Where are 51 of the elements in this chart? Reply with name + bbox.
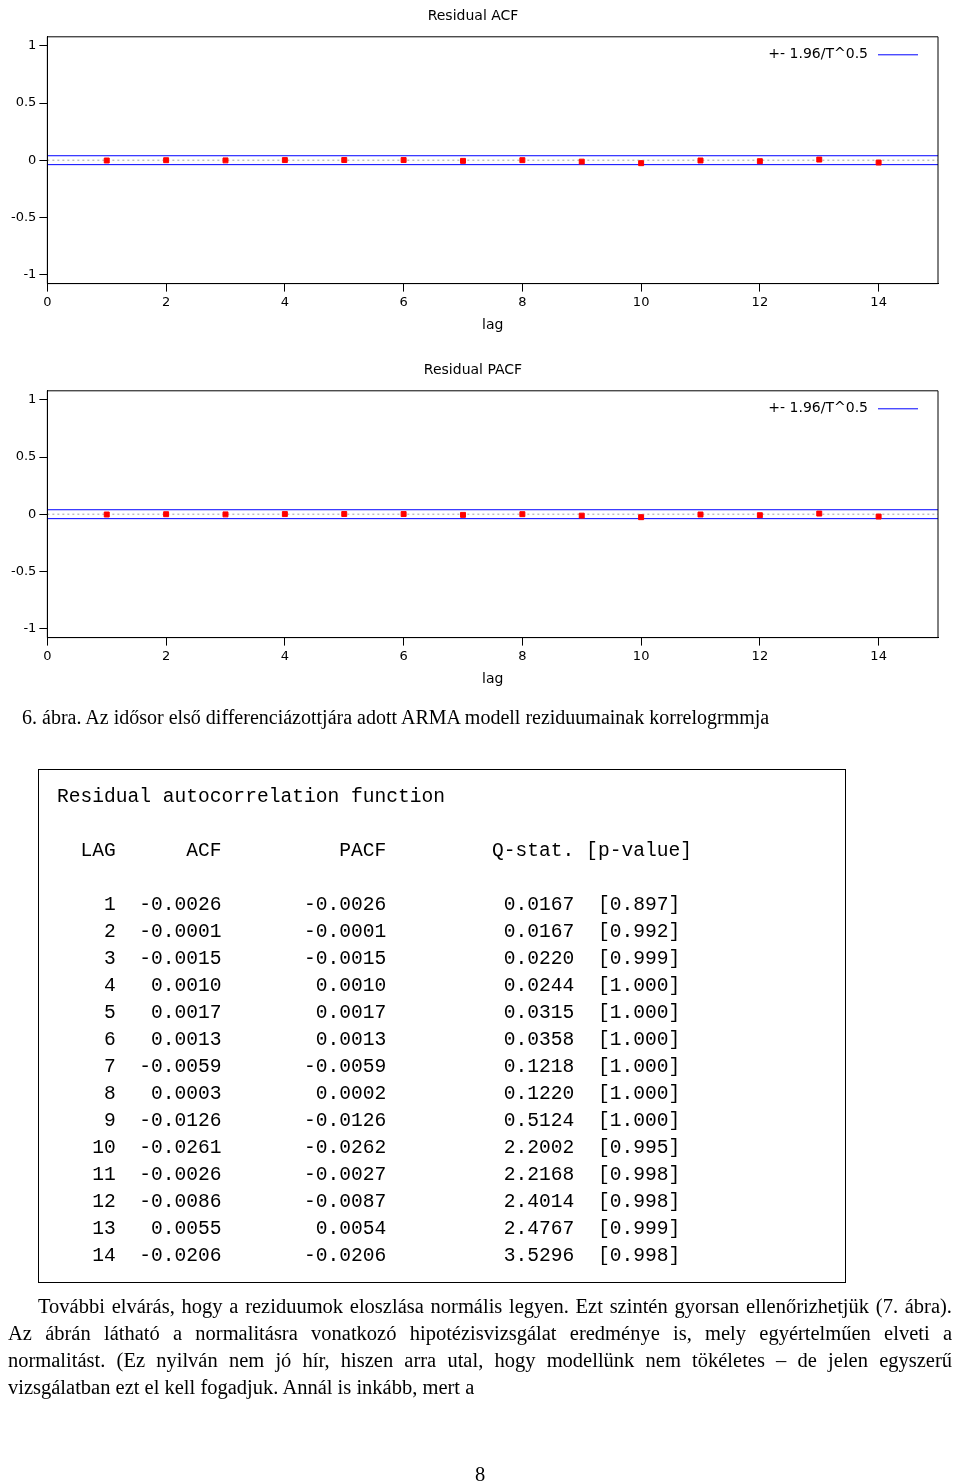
- chart-title: Residual ACF: [427, 7, 519, 24]
- text: 6 0.0013 0.0013 0.0358 [1.000]: [103, 1028, 682, 1053]
- x-tick-label: 12: [751, 647, 769, 663]
- x-tick-label: 2: [161, 293, 171, 309]
- y-tick-label: 0.5: [15, 448, 37, 464]
- text: 14 -0.0206 -0.0206 3.5296 [0.998]: [91, 1244, 682, 1269]
- y-tick-label: 0.5: [15, 94, 37, 110]
- x-tick-label: 0: [43, 647, 52, 663]
- text: Residual autocorrelation function: [57, 785, 447, 810]
- x-tick-label: 2: [161, 647, 171, 663]
- x-tick-label: 10: [632, 647, 650, 663]
- y-tick-label: 0: [28, 505, 37, 521]
- x-tick-label: 14: [870, 293, 887, 309]
- x-axis-title: lag: [482, 316, 504, 333]
- x-tick-label: 8: [518, 647, 527, 663]
- y-tick-label: 0: [28, 151, 37, 167]
- y-tick-label: -1: [23, 265, 37, 281]
- text: 10 -0.0261 -0.0262 2.2002 [0.995]: [91, 1136, 682, 1161]
- text: 9 -0.0126 -0.0126 0.5124 [1.000]: [103, 1109, 682, 1134]
- text: 8: [473, 1462, 487, 1483]
- y-tick-label: 1: [28, 37, 37, 53]
- x-tick-label: 12: [751, 293, 769, 309]
- text: 5 0.0017 0.0017 0.0315 [1.000]: [103, 1001, 682, 1026]
- text: LAG ACF PACF Q-stat. [p-value]: [79, 839, 693, 864]
- text: 11 -0.0026 -0.0027 2.2168 [0.998]: [91, 1163, 682, 1188]
- x-axis-title: lag: [482, 670, 504, 687]
- x-tick-label: 4: [280, 293, 290, 309]
- text: 6. ábra. Az idősor első differenciázottjára adott ARMA modell reziduumainak korrelogrmmja: [21, 706, 771, 729]
- text: 3 -0.0015 -0.0015 0.0220 [0.999]: [103, 947, 682, 972]
- text: 12 -0.0086 -0.0087 2.4014 [0.998]: [91, 1190, 682, 1215]
- x-tick-label: 10: [632, 293, 650, 309]
- legend-label: +- 1.96/T^0.5: [768, 399, 868, 416]
- x-tick-label: 14: [870, 647, 887, 663]
- y-tick-label: -1: [23, 619, 37, 635]
- x-tick-label: 0: [43, 293, 52, 309]
- chart-title: Residual PACF: [423, 361, 523, 378]
- text: 1 -0.0026 -0.0026 0.0167 [0.897]: [103, 893, 682, 918]
- x-tick-label: 4: [280, 647, 290, 663]
- text: 2 -0.0001 -0.0001 0.0167 [0.992]: [103, 920, 682, 945]
- y-tick-label: 1: [28, 391, 37, 407]
- y-tick-label: -0.5: [10, 562, 37, 578]
- text: 4 0.0010 0.0010 0.0244 [1.000]: [103, 974, 682, 999]
- x-tick-label: 8: [518, 293, 527, 309]
- text: További elvárás, hogy a reziduumok eloszlása normális legyen. Ezt szintén gyorsan ellenőrizhetjük (7. ábra). Az ábrán látható a normalitásra vonatkozó hipotézisvizsgálat eredménye is, mely egyértelműen elveti a normalitást. (Ez nyilván nem jó hír, hiszen arra utal, hogy modellünk nem tökéletes – de jelen egyszerű vizsgálatban ezt el kell fogadjuk. Annál is inkább, mert a: [8, 1294, 952, 1401]
- y-tick-label: -0.5: [10, 208, 37, 224]
- x-tick-label: 6: [399, 293, 408, 309]
- legend-label: +- 1.96/T^0.5: [768, 45, 868, 62]
- text: 8 0.0003 0.0002 0.1220 [1.000]: [103, 1082, 682, 1107]
- x-tick-label: 6: [399, 647, 408, 663]
- text: 13 0.0055 0.0054 2.4767 [0.999]: [91, 1217, 682, 1242]
- text: 7 -0.0059 -0.0059 0.1218 [1.000]: [103, 1055, 682, 1080]
